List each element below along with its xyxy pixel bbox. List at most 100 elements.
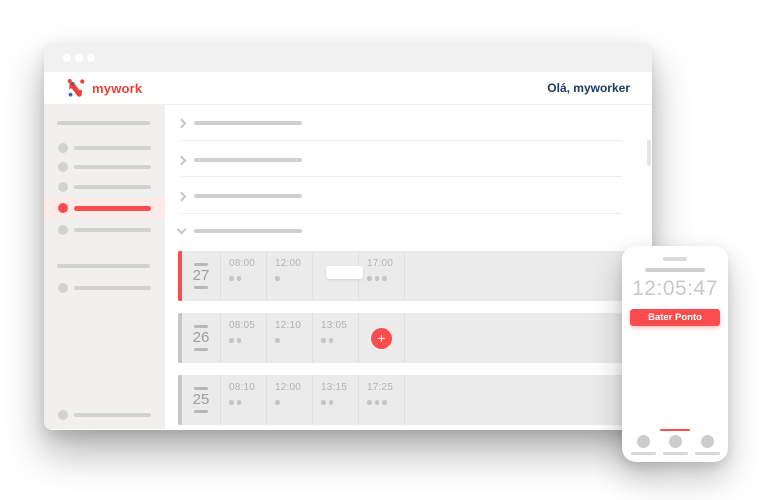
time-value: 08:10	[229, 382, 256, 393]
bater-ponto-button[interactable]: Bater Ponto	[630, 309, 720, 326]
row-filler	[405, 375, 630, 425]
accordion-header[interactable]	[176, 186, 302, 206]
entry-dots	[321, 400, 358, 405]
sidebar-section-heading-placeholder	[57, 121, 150, 125]
time-value: 13:15	[321, 382, 348, 393]
time-entry-cell[interactable]: 13:05	[313, 313, 359, 363]
sidebar-item[interactable]	[44, 220, 165, 240]
nav-active-indicator	[628, 429, 658, 431]
entry-dots	[229, 338, 266, 343]
chevron-right-icon	[176, 155, 187, 165]
time-entry-cell[interactable]: 17:25	[359, 375, 405, 425]
timesheet-row-day-25: 25 08:10 12:00 13:15	[178, 375, 630, 425]
entry-dots	[229, 276, 266, 281]
timesheet-row-day-27: 27 08:00 12:00 17:00	[178, 251, 630, 301]
entry-dots	[229, 400, 266, 405]
browser-window: mywork Olá, myworker	[44, 43, 652, 430]
time-entry-cell[interactable]: 17:00	[359, 251, 405, 301]
window-control-dot[interactable]	[63, 53, 71, 62]
phone-nav-item[interactable]	[692, 429, 722, 455]
day-cell: 27	[182, 251, 221, 301]
sidebar-item[interactable]	[44, 157, 165, 177]
sidebar-item-icon	[58, 143, 68, 153]
main-content: 27 08:00 12:00 17:00	[165, 105, 652, 429]
accordion-header-expanded[interactable]	[176, 221, 302, 241]
time-value: 08:05	[229, 320, 256, 331]
window-titlebar	[44, 43, 652, 72]
nav-item-label-placeholder	[630, 452, 656, 455]
window-control-dot[interactable]	[75, 53, 83, 62]
sidebar-item[interactable]	[44, 138, 165, 158]
placeholder-bar	[194, 286, 208, 289]
entry-dots	[321, 338, 358, 343]
phone-title-placeholder	[645, 267, 705, 272]
user-greeting: Olá, myworker	[547, 81, 630, 95]
day-number: 27	[192, 267, 210, 284]
day-number: 25	[192, 391, 210, 408]
nav-item-label-placeholder	[662, 452, 688, 455]
accordion-title-placeholder	[194, 229, 302, 233]
time-entry-cell[interactable]: 12:00	[267, 251, 313, 301]
sidebar-item[interactable]	[44, 278, 165, 298]
mywork-logo[interactable]: mywork	[66, 78, 142, 98]
time-entry-cell[interactable]: 13:15	[313, 375, 359, 425]
nav-active-indicator	[660, 429, 690, 431]
divider	[180, 140, 622, 141]
time-entry-cell-add: +	[359, 313, 405, 363]
day-cell: 26	[182, 313, 221, 363]
accordion-header[interactable]	[176, 150, 302, 170]
sidebar-item-label-placeholder	[74, 228, 151, 232]
window-control-dot[interactable]	[87, 53, 95, 62]
time-entry-cell[interactable]: 08:00	[221, 251, 267, 301]
phone-bottom-nav	[622, 429, 728, 462]
phone-mockup: 12:05:47 Bater Ponto	[622, 246, 728, 462]
sidebar-item-icon	[58, 182, 68, 192]
row-status-stripe	[178, 313, 182, 363]
sidebar-item-label-placeholder	[74, 146, 151, 150]
timesheet-row-day-26: 26 08:05 12:10 13:05	[178, 313, 630, 363]
accordion-header[interactable]	[176, 113, 302, 133]
sidebar-item-icon	[58, 283, 68, 293]
time-value: 08:00	[229, 258, 256, 269]
divider	[180, 213, 622, 214]
placeholder-bar	[194, 410, 208, 413]
sidebar-item[interactable]	[44, 405, 165, 425]
phone-nav-item-active[interactable]	[660, 429, 690, 455]
day-number: 26	[192, 329, 210, 346]
nav-item-icon	[636, 435, 650, 448]
sidebar-item[interactable]	[44, 177, 165, 197]
placeholder-bar	[194, 325, 208, 328]
timesheet-table: 27 08:00 12:00 17:00	[178, 251, 630, 430]
time-entry-cell[interactable]: 08:10	[221, 375, 267, 425]
time-entry-cell[interactable]: 08:05	[221, 313, 267, 363]
logo-wordmark: mywork	[92, 80, 143, 96]
nav-item-icon	[668, 435, 682, 448]
sidebar-item-label-placeholder	[74, 185, 151, 189]
time-entry-cell[interactable]: 12:10	[267, 313, 313, 363]
app-header: mywork Olá, myworker	[44, 72, 652, 105]
sidebar-item-label-placeholder	[74, 286, 151, 290]
accordion-title-placeholder	[194, 194, 302, 198]
entry-dots	[275, 400, 312, 405]
time-value: 13:05	[321, 320, 348, 331]
nav-item-icon	[700, 435, 714, 448]
sidebar-item-icon	[58, 410, 68, 420]
scrollbar-thumb[interactable]	[647, 140, 651, 166]
time-input-field[interactable]	[326, 266, 363, 279]
time-value: 17:00	[367, 258, 394, 269]
sidebar	[44, 105, 165, 429]
add-entry-button[interactable]: +	[371, 327, 392, 349]
time-value: 17:25	[367, 382, 394, 393]
chevron-down-icon	[176, 224, 187, 235]
day-cell: 25	[182, 375, 221, 425]
time-entry-cell-empty	[313, 251, 363, 301]
row-status-stripe	[178, 375, 182, 425]
phone-nav-item[interactable]	[628, 429, 658, 455]
sidebar-item-active[interactable]	[44, 198, 165, 218]
chevron-right-icon	[176, 191, 187, 201]
time-entry-cell[interactable]: 12:00	[267, 375, 313, 425]
mywork-logo-icon	[66, 78, 86, 98]
nav-active-indicator	[692, 429, 722, 431]
accordion-title-placeholder	[194, 121, 302, 125]
sidebar-item-label-placeholder	[74, 413, 151, 417]
